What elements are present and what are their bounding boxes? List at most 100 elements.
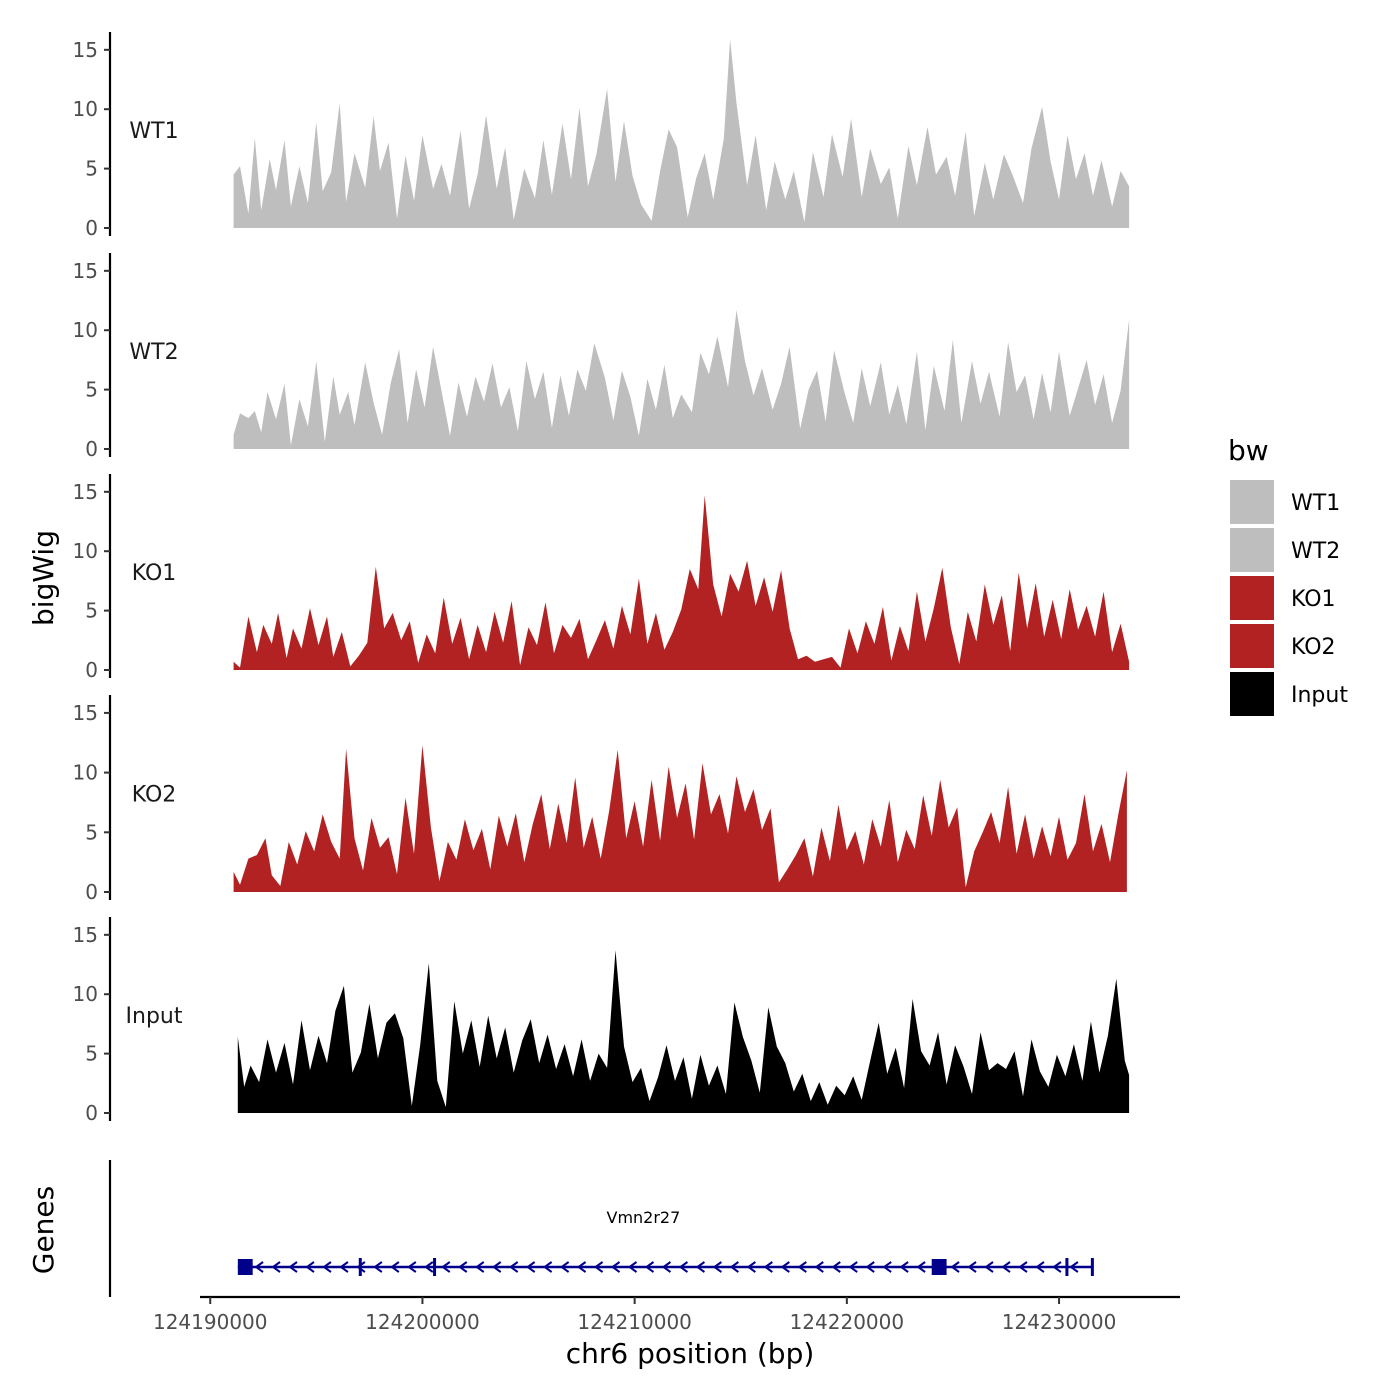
x-axis-title: chr6 position (bp) — [566, 1337, 815, 1370]
strand-chevron — [848, 1261, 858, 1273]
exon — [1090, 1258, 1094, 1276]
strand-chevron — [254, 1261, 264, 1273]
x-axis: 124190000 124200000 124210000 124220000 1242… — [153, 1295, 1180, 1334]
strand-chevron — [780, 1261, 790, 1273]
track-panel-ko1: 0 5 10 15 KO1 — [73, 474, 1130, 682]
legend-label-ko2: KO2 — [1291, 635, 1336, 660]
y-tick-label: 15 — [73, 480, 98, 504]
legend-label-input: Input — [1291, 683, 1348, 708]
legend: bw WT1 WT2 KO1 KO2 Input — [1228, 434, 1348, 716]
track-label-input: Input — [126, 1004, 183, 1029]
area-ko1 — [233, 495, 1130, 670]
strand-chevron — [627, 1261, 638, 1273]
y-tick-label: 15 — [73, 701, 98, 725]
y-tick-label: 0 — [85, 216, 98, 240]
strand-chevron — [491, 1261, 502, 1273]
strand-chevron — [797, 1261, 807, 1273]
strand-chevron — [441, 1261, 451, 1273]
y-axis-title: bigWig — [27, 530, 60, 626]
y-tick-label: 5 — [85, 599, 98, 623]
legend-label-wt1: WT1 — [1291, 491, 1340, 516]
track-panels: 0 5 10 15 WT1 0 5 10 15 WT2 0 5 10 15 KO1 0 5 10 15 KO2 0 5 10… — [73, 32, 1130, 1125]
area-wt1 — [233, 39, 1130, 228]
strand-chevron — [695, 1261, 706, 1273]
legend-key-ko1 — [1230, 576, 1274, 620]
x-tick-label: 124220000 — [790, 1310, 905, 1334]
strand-chevron — [322, 1261, 332, 1273]
exon — [358, 1258, 362, 1276]
genes-axis-title: Genes — [27, 1186, 60, 1274]
track-label-wt2: WT2 — [129, 340, 178, 365]
y-tick-label: 0 — [85, 880, 98, 904]
strand-chevron — [950, 1261, 960, 1273]
legend-label-ko1: KO1 — [1291, 587, 1336, 612]
track-label-ko1: KO1 — [132, 561, 177, 586]
strand-chevron — [356, 1261, 366, 1273]
exon — [1065, 1258, 1069, 1276]
strand-chevron — [542, 1261, 553, 1273]
strand-chevron — [390, 1261, 400, 1273]
legend-title: bw — [1228, 434, 1269, 467]
y-tick-label: 0 — [85, 1101, 98, 1125]
gene-track-panel: Vmn2r27 — [108, 1160, 1094, 1297]
y-tick-label: 10 — [73, 97, 98, 121]
area-wt2 — [233, 310, 1130, 449]
legend-key-ko2 — [1230, 624, 1274, 668]
y-tick-label: 0 — [85, 658, 98, 682]
y-tick-label: 5 — [85, 378, 98, 402]
strand-chevron — [984, 1261, 994, 1273]
track-panel-input: 0 5 10 15 Input — [73, 917, 1130, 1125]
strand-chevron — [746, 1261, 756, 1273]
strand-chevron — [1001, 1261, 1011, 1273]
strand-chevron — [424, 1261, 434, 1273]
strand-chevron — [1069, 1261, 1079, 1273]
gene-name-label: Vmn2r27 — [607, 1208, 681, 1227]
y-tick-label: 10 — [73, 539, 98, 563]
strand-chevron — [1018, 1261, 1028, 1273]
x-tick-label: 124190000 — [153, 1310, 268, 1334]
strand-chevron — [305, 1261, 315, 1273]
y-tick-label: 0 — [85, 437, 98, 461]
strand-chevron — [1052, 1261, 1062, 1273]
strand-chevron — [525, 1261, 536, 1273]
track-panel-wt1: 0 5 10 15 WT1 — [73, 32, 1130, 240]
strand-chevron — [831, 1261, 841, 1273]
y-tick-label: 5 — [85, 1042, 98, 1066]
strand-chevron — [712, 1261, 722, 1273]
strand-chevron — [610, 1261, 621, 1273]
strand-chevron — [576, 1261, 587, 1273]
x-tick-label: 124210000 — [577, 1310, 692, 1334]
strand-chevron — [899, 1261, 909, 1273]
y-tick-label: 15 — [73, 923, 98, 947]
strand-chevron — [458, 1261, 468, 1273]
strand-chevron — [407, 1261, 417, 1273]
legend-key-wt1 — [1230, 480, 1274, 524]
y-tick-label: 10 — [73, 318, 98, 342]
exon — [433, 1258, 437, 1276]
strand-chevron — [559, 1261, 570, 1273]
y-tick-label: 5 — [85, 157, 98, 181]
area-ko2 — [233, 745, 1127, 892]
x-tick-label: 124200000 — [365, 1310, 480, 1334]
strand-chevron — [373, 1261, 383, 1273]
strand-chevron — [865, 1261, 875, 1273]
strand-chevron — [339, 1261, 349, 1273]
strand-chevron — [967, 1261, 977, 1273]
exon — [237, 1259, 253, 1275]
y-tick-label: 5 — [85, 820, 98, 844]
strand-chevron — [763, 1261, 773, 1273]
strand-chevron — [644, 1261, 655, 1273]
track-label-ko2: KO2 — [132, 783, 177, 808]
strand-chevron — [882, 1261, 892, 1273]
track-panel-ko2: 0 5 10 15 KO2 — [73, 695, 1127, 904]
y-tick-label: 15 — [73, 38, 98, 62]
strand-chevron — [661, 1261, 672, 1273]
legend-label-wt2: WT2 — [1291, 539, 1340, 564]
strand-chevron — [678, 1261, 689, 1273]
exon — [931, 1259, 947, 1275]
strand-chevron — [508, 1261, 519, 1273]
strand-chevron — [593, 1261, 604, 1273]
y-tick-label: 15 — [73, 259, 98, 283]
strand-chevron — [1035, 1261, 1045, 1273]
track-label-wt1: WT1 — [129, 119, 178, 144]
